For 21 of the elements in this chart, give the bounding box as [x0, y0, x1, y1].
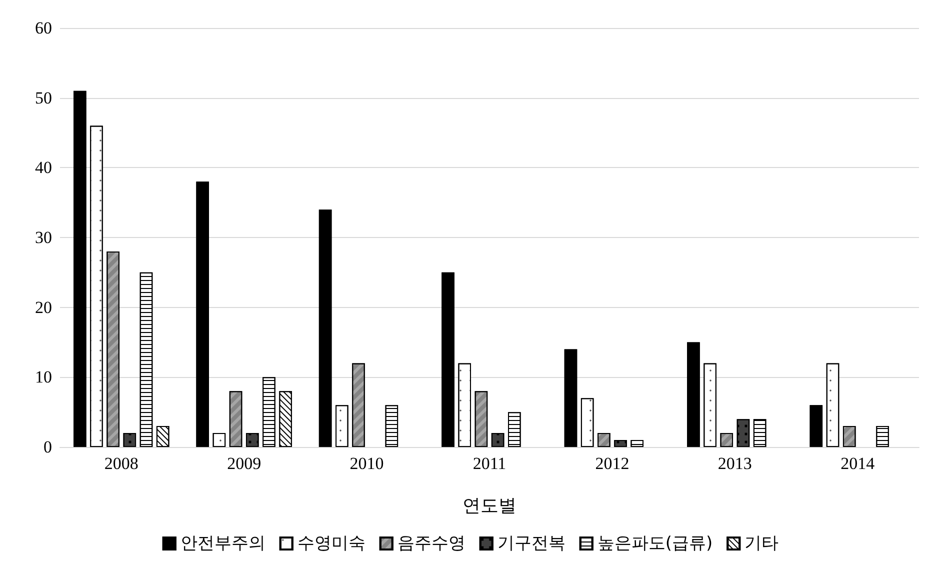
- x-tick-label: 2014: [840, 454, 876, 473]
- y-tick-label: 30: [35, 228, 52, 247]
- legend-label: 안전부주의: [180, 534, 266, 554]
- y-tick-label: 0: [44, 438, 52, 456]
- y-tick-label: 10: [35, 368, 52, 387]
- legend-label: 기구전복: [497, 534, 566, 554]
- legend-label: 수영미숙: [297, 534, 366, 554]
- x-tick-label: 2013: [718, 454, 752, 473]
- x-tick-label: 2009: [227, 454, 262, 473]
- legend-label: 높은파도(급류): [597, 534, 713, 554]
- y-tick-label: 60: [35, 18, 52, 38]
- y-tick-label: 20: [35, 298, 52, 317]
- x-axis-title: 연도별: [462, 496, 516, 516]
- y-tick-label: 50: [35, 88, 52, 108]
- legend-label: 기타: [744, 534, 779, 554]
- x-tick-label: 2011: [472, 454, 506, 473]
- x-tick-label: 2008: [104, 454, 138, 473]
- x-tick-label: 2010: [350, 454, 384, 473]
- legend-label: 음주수영: [397, 534, 466, 554]
- y-tick-label: 40: [35, 158, 52, 178]
- x-tick-label: 2012: [595, 454, 630, 473]
